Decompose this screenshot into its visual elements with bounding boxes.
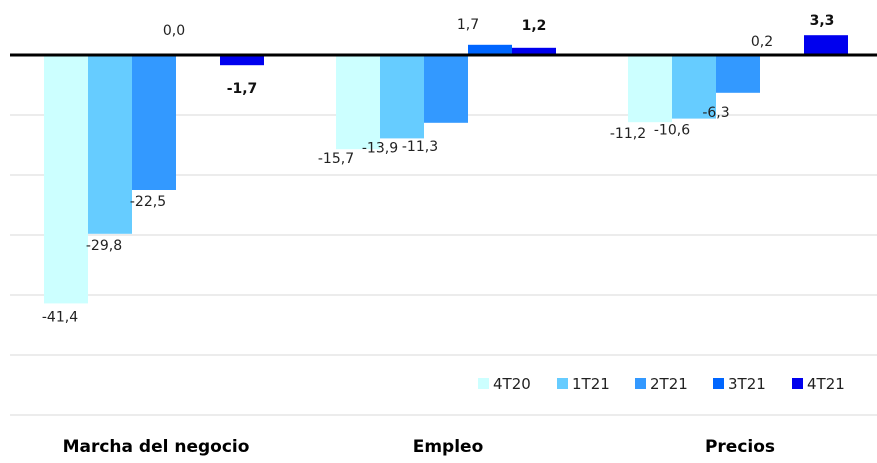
legend-swatch	[792, 378, 803, 389]
bar	[88, 55, 132, 234]
bar	[468, 44, 512, 55]
data-label: -11,2	[610, 126, 646, 142]
bar	[220, 55, 264, 66]
legend-label: 4T20	[493, 375, 531, 393]
bar	[804, 35, 848, 55]
category-labels: Marcha del negocio Empleo Precios	[63, 437, 775, 457]
legend-swatch	[713, 378, 724, 389]
legend-label: 2T21	[650, 375, 688, 393]
data-label: -15,7	[318, 151, 354, 167]
data-label: 0,2	[751, 34, 773, 50]
bar	[512, 47, 556, 55]
data-label: -11,3	[402, 139, 438, 155]
bar	[336, 55, 380, 150]
data-label: -10,6	[654, 123, 690, 139]
data-label: -41,4	[42, 309, 78, 325]
bar	[424, 55, 468, 123]
bar	[672, 55, 716, 119]
bar	[380, 55, 424, 139]
data-label: 1,7	[457, 17, 479, 33]
data-label: -29,8	[86, 238, 122, 254]
data-label: 0,0	[163, 23, 185, 39]
data-label: 3,3	[810, 13, 835, 29]
legend-label: 1T21	[572, 375, 610, 393]
data-label: -22,5	[130, 194, 166, 210]
category-label: Precios	[705, 437, 775, 457]
legend-label: 3T21	[728, 375, 766, 393]
bar	[44, 55, 88, 304]
data-labels: -41,4 -15,7 -11,2 -29,8 -13,9 -10,6 -22,5 -11,3…	[42, 13, 835, 325]
bar	[132, 55, 176, 190]
bar	[716, 55, 760, 93]
legend-swatch	[557, 378, 568, 389]
legend-label: 4T21	[807, 375, 845, 393]
legend-swatch	[635, 378, 646, 389]
legend: 4T20 1T21 2T21 3T21 4T21	[478, 375, 845, 393]
data-label: -13,9	[362, 140, 398, 156]
data-label: 1,2	[522, 18, 547, 34]
category-label: Empleo	[413, 437, 484, 457]
legend-swatch	[478, 378, 489, 389]
data-label: -1,7	[227, 81, 258, 97]
bar	[628, 55, 672, 123]
category-label: Marcha del negocio	[63, 437, 250, 457]
bars	[44, 35, 848, 304]
data-label: -6,3	[702, 105, 729, 121]
